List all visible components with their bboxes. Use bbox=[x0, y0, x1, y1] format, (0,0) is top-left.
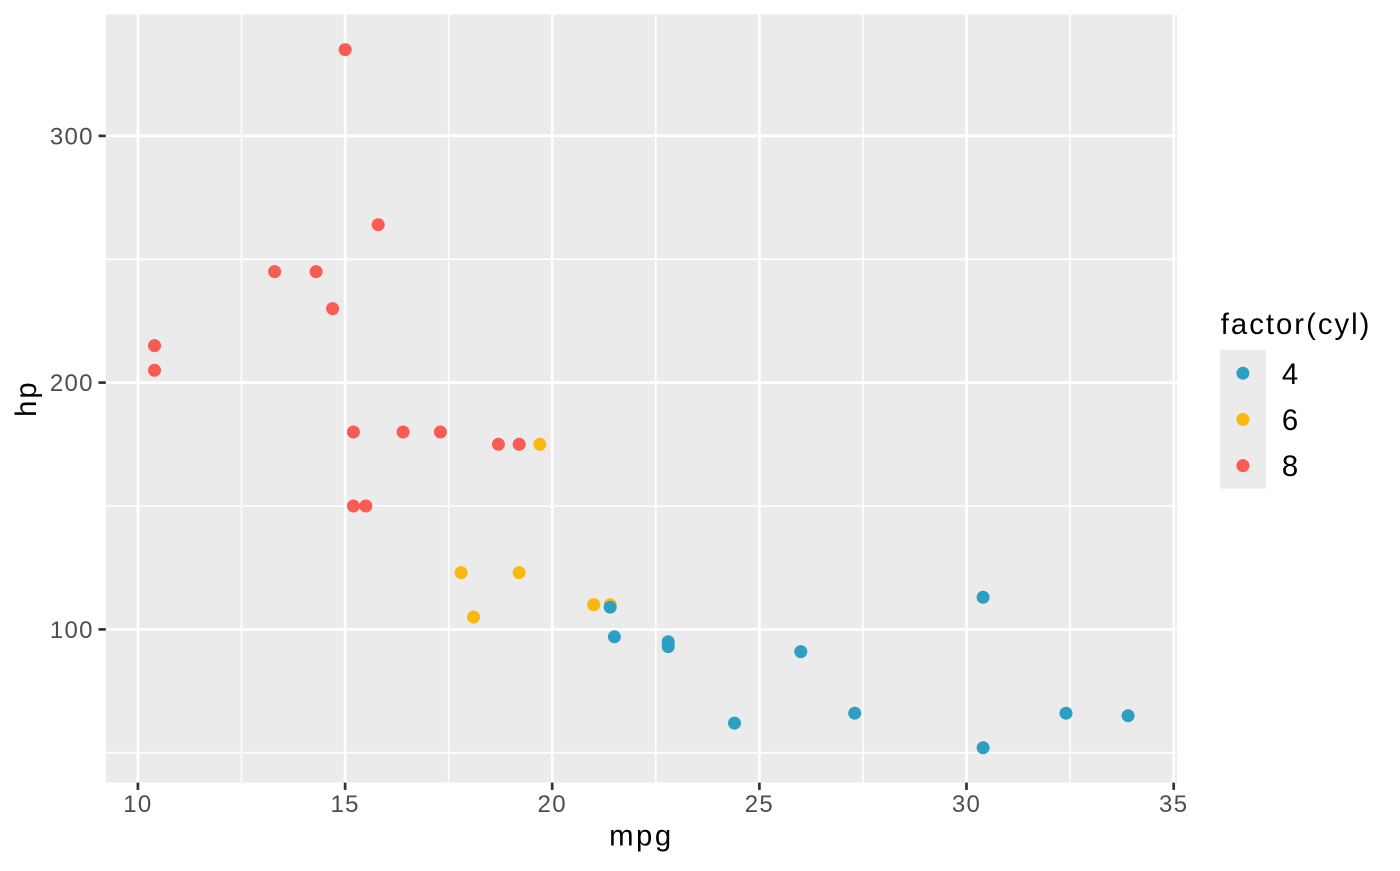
svg-text:10: 10 bbox=[123, 791, 152, 818]
svg-text:factor(cyl): factor(cyl) bbox=[1221, 308, 1372, 341]
svg-text:15: 15 bbox=[330, 791, 359, 818]
svg-text:mpg: mpg bbox=[609, 820, 674, 853]
svg-text:20: 20 bbox=[538, 791, 567, 818]
svg-text:30: 30 bbox=[952, 791, 981, 818]
svg-text:6: 6 bbox=[1282, 404, 1298, 437]
svg-text:4: 4 bbox=[1282, 358, 1298, 391]
svg-text:25: 25 bbox=[745, 791, 774, 818]
svg-text:8: 8 bbox=[1282, 450, 1298, 483]
svg-text:hp: hp bbox=[10, 380, 43, 417]
svg-text:300: 300 bbox=[50, 123, 94, 150]
svg-text:100: 100 bbox=[50, 617, 94, 644]
svg-text:200: 200 bbox=[50, 370, 94, 397]
svg-text:35: 35 bbox=[1159, 791, 1188, 818]
